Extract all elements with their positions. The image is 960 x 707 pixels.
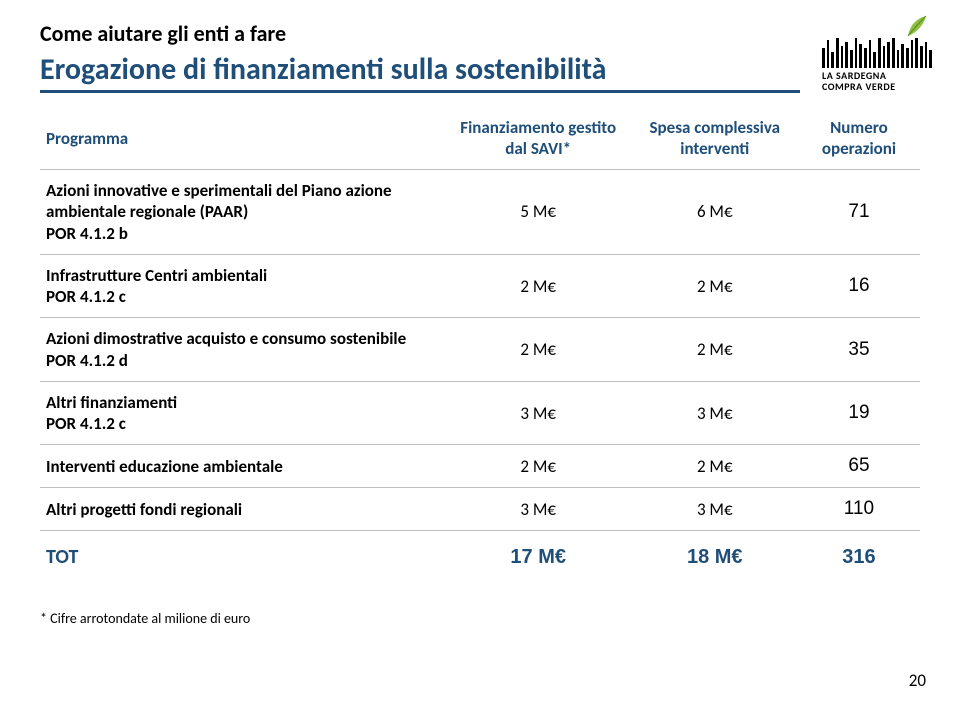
cell-num: 16 [798,254,920,318]
cell-tot-spesa: 18 M€ [632,531,798,581]
table-row: Altri finanziamentiPOR 4.1.2 c3 M€3 M€19 [40,381,920,445]
leaf-icon [904,14,928,38]
cell-spesa: 6 M€ [632,170,798,255]
page-title: Erogazione di finanziamenti sulla sosten… [40,51,920,88]
col-numero: Numero operazioni [798,111,920,170]
page-number: 20 [909,670,926,691]
cell-fin: 2 M€ [445,318,632,382]
cell-programma: Interventi educazione ambientale [40,445,445,488]
cell-programma: Azioni dimostrative acquisto e consumo s… [40,318,445,382]
table-row: Infrastrutture Centri ambientaliPOR 4.1.… [40,254,920,318]
logo-text: LA SARDEGNA COMPRA VERDE [822,70,896,92]
cell-num: 35 [798,318,920,382]
cell-fin: 2 M€ [445,254,632,318]
barcode-icon [822,38,932,68]
cell-num: 65 [798,445,920,488]
table-row: Interventi educazione ambientale2 M€2 M€… [40,445,920,488]
cell-spesa: 2 M€ [632,318,798,382]
finance-table: Programma Finanziamento gestito dal SAVI… [40,111,920,580]
cell-fin: 3 M€ [445,381,632,445]
col-spesa: Spesa complessiva interventi [632,111,798,170]
footnote: * Cifre arrotondate al milione di euro [40,610,920,627]
table-row: Azioni innovative e sperimentali del Pia… [40,170,920,255]
cell-tot-label: TOT [40,531,445,581]
cell-num: 19 [798,381,920,445]
cell-programma: Altri finanziamentiPOR 4.1.2 c [40,381,445,445]
table-row: Altri progetti fondi regionali3 M€3 M€11… [40,488,920,531]
cell-fin: 2 M€ [445,445,632,488]
cell-programma: Azioni innovative e sperimentali del Pia… [40,170,445,255]
cell-spesa: 2 M€ [632,254,798,318]
table-total-row: TOT17 M€18 M€316 [40,531,920,581]
table-header-row: Programma Finanziamento gestito dal SAVI… [40,111,920,170]
col-finanziamento: Finanziamento gestito dal SAVI* [445,111,632,170]
cell-fin: 5 M€ [445,170,632,255]
cell-spesa: 3 M€ [632,488,798,531]
brand-logo: LA SARDEGNA COMPRA VERDE [822,16,932,94]
cell-spesa: 3 M€ [632,381,798,445]
cell-fin: 3 M€ [445,488,632,531]
col-programma: Programma [40,111,445,170]
cell-programma: Infrastrutture Centri ambientaliPOR 4.1.… [40,254,445,318]
cell-tot-fin: 17 M€ [445,531,632,581]
cell-num: 110 [798,488,920,531]
table-row: Azioni dimostrative acquisto e consumo s… [40,318,920,382]
cell-programma: Altri progetti fondi regionali [40,488,445,531]
cell-tot-num: 316 [798,531,920,581]
pretitle: Come aiutare gli enti a fare [40,20,920,47]
cell-num: 71 [798,170,920,255]
cell-spesa: 2 M€ [632,445,798,488]
logo-line2: COMPRA VERDE [822,80,896,93]
title-underline [40,90,800,93]
